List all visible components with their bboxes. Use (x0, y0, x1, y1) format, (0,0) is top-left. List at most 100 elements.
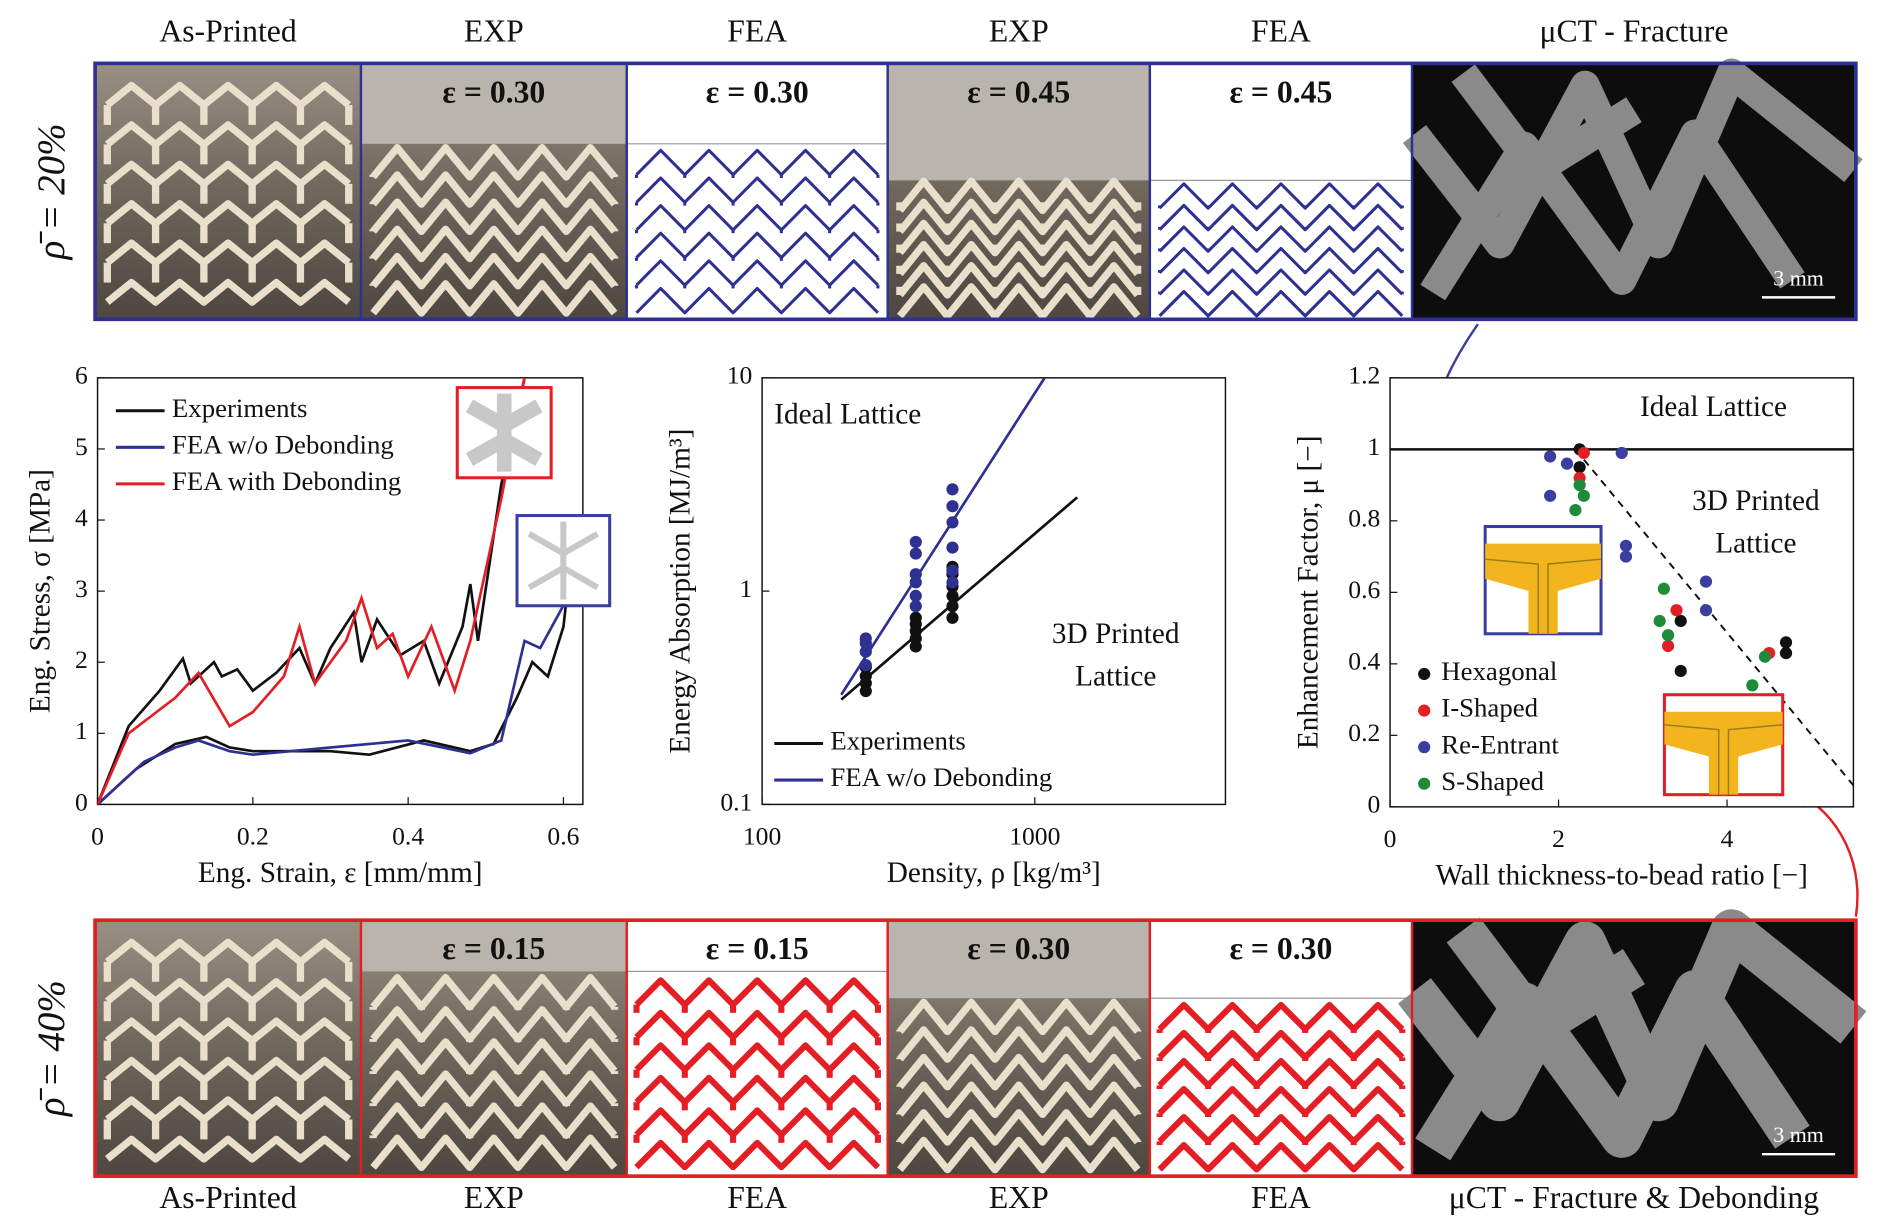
lattice-strut (370, 974, 618, 1011)
data-point (1577, 446, 1590, 460)
lattice-strut (105, 81, 352, 109)
y-tick-label: 0.1 (720, 787, 752, 816)
legend-label: S-Shaped (1441, 766, 1544, 796)
panel-title: As-Printed (159, 1180, 296, 1215)
lattice-strut (635, 231, 880, 260)
data-point (946, 483, 959, 496)
inset-junction (1664, 711, 1783, 795)
data-point (909, 589, 922, 602)
lattice-strut (635, 176, 880, 204)
lattice-strut (1158, 182, 1404, 210)
lattice-strut (370, 1070, 618, 1107)
lattice-strut (634, 1139, 881, 1171)
data-point (1569, 504, 1582, 517)
plot-area (1390, 443, 1854, 787)
panel-title: μCT - Fracture (1539, 13, 1728, 48)
legend-label: Experiments (172, 393, 307, 423)
plot-frame (761, 377, 1227, 806)
data-point (1544, 489, 1557, 502)
y-tick-label: 4 (75, 503, 88, 532)
lattice-strut (370, 144, 618, 181)
x-tick-label: 2 (1552, 824, 1565, 853)
lattice-strut (370, 198, 618, 236)
y-tick-label: 10 (727, 361, 753, 390)
photo-image (95, 920, 361, 1177)
x-tick-label: 0.6 (547, 821, 579, 850)
lattice-strut (897, 1136, 1141, 1174)
data-point (909, 611, 922, 624)
lattice-strut (1157, 1001, 1405, 1033)
strain-label: ε = 0.45 (967, 74, 1070, 109)
lattice-strut (634, 1009, 881, 1041)
lattice-strut (370, 1102, 618, 1139)
y-tick-label: 5 (75, 432, 88, 461)
data-point (1653, 614, 1666, 628)
legend-label: Experiments (830, 726, 965, 756)
data-point (1746, 679, 1759, 692)
annotation: 3D Printed (1692, 485, 1820, 517)
lattice-strut (897, 1109, 1141, 1146)
y-tick-label: 1 (1368, 432, 1381, 461)
lattice-strut (1158, 289, 1404, 318)
lattice-strut (897, 1053, 1141, 1091)
micro-ct-strut (1451, 64, 1642, 186)
legend-marker (1418, 667, 1431, 681)
data-point (1615, 446, 1628, 460)
lattice-strut (897, 283, 1141, 320)
lattice-strut (1157, 1029, 1405, 1061)
data-point (1670, 604, 1683, 617)
micro-ct-strut (1446, 917, 1645, 1049)
lattice-strut (105, 938, 352, 966)
lattice-strut (105, 978, 352, 1005)
data-point (946, 600, 959, 613)
inset-cell (465, 393, 543, 472)
lattice-strut (1158, 246, 1404, 275)
fea-image (1149, 63, 1413, 320)
lattice-strut (370, 280, 618, 317)
data-point (1619, 539, 1633, 552)
legend-label: FEA w/o Debonding (830, 762, 1052, 792)
lattice-strut (897, 998, 1141, 1036)
legend-label: Hexagonal (1441, 656, 1557, 686)
data-point (909, 600, 922, 613)
lattice-strut (1157, 1142, 1405, 1173)
annotation: Ideal Lattice (774, 399, 921, 431)
data-point (1661, 629, 1675, 642)
strain-label: ε = 0.30 (967, 931, 1070, 966)
lattice-strut (897, 1026, 1141, 1063)
y-tick-label: 3 (75, 574, 88, 603)
x-axis-label: Wall thickness-to-bead ratio [−] (1436, 859, 1808, 891)
x-tick-label: 0 (91, 821, 104, 850)
strain-label: ε = 0.15 (442, 931, 545, 966)
panel-title: FEA (1251, 13, 1311, 48)
y-tick-label: 2 (75, 645, 88, 674)
lattice-strut (105, 239, 352, 267)
line-series (97, 555, 573, 805)
panel-title: EXP (464, 1180, 524, 1215)
lattice-strut (1158, 203, 1404, 232)
lattice-strut (105, 1017, 352, 1045)
lattice-strut (634, 1074, 881, 1106)
lattice-strut (1158, 268, 1404, 296)
inset-cell (527, 521, 600, 600)
legend-label: Re-Entrant (1441, 729, 1559, 759)
y-axis-label: Energy Absorption [MJ/m³] (665, 429, 697, 754)
inset-bead (1664, 724, 1783, 795)
strain-label: ε = 0.30 (706, 74, 809, 109)
y-tick-label: 1 (740, 574, 753, 603)
lattice-strut (370, 1038, 618, 1075)
lattice-strut (635, 148, 880, 177)
platen (887, 920, 1150, 999)
lattice-strut (370, 171, 618, 208)
lattice-strut (635, 259, 880, 287)
lattice-strut (105, 1056, 352, 1084)
panel-title: FEA (1251, 1180, 1311, 1215)
data-point (1699, 575, 1713, 588)
strip-frame (93, 61, 1858, 322)
inset-junction (1485, 543, 1602, 634)
lattice-strut (105, 160, 352, 188)
data-point (1657, 582, 1670, 595)
legend-label: FEA w/o Debonding (172, 429, 394, 459)
